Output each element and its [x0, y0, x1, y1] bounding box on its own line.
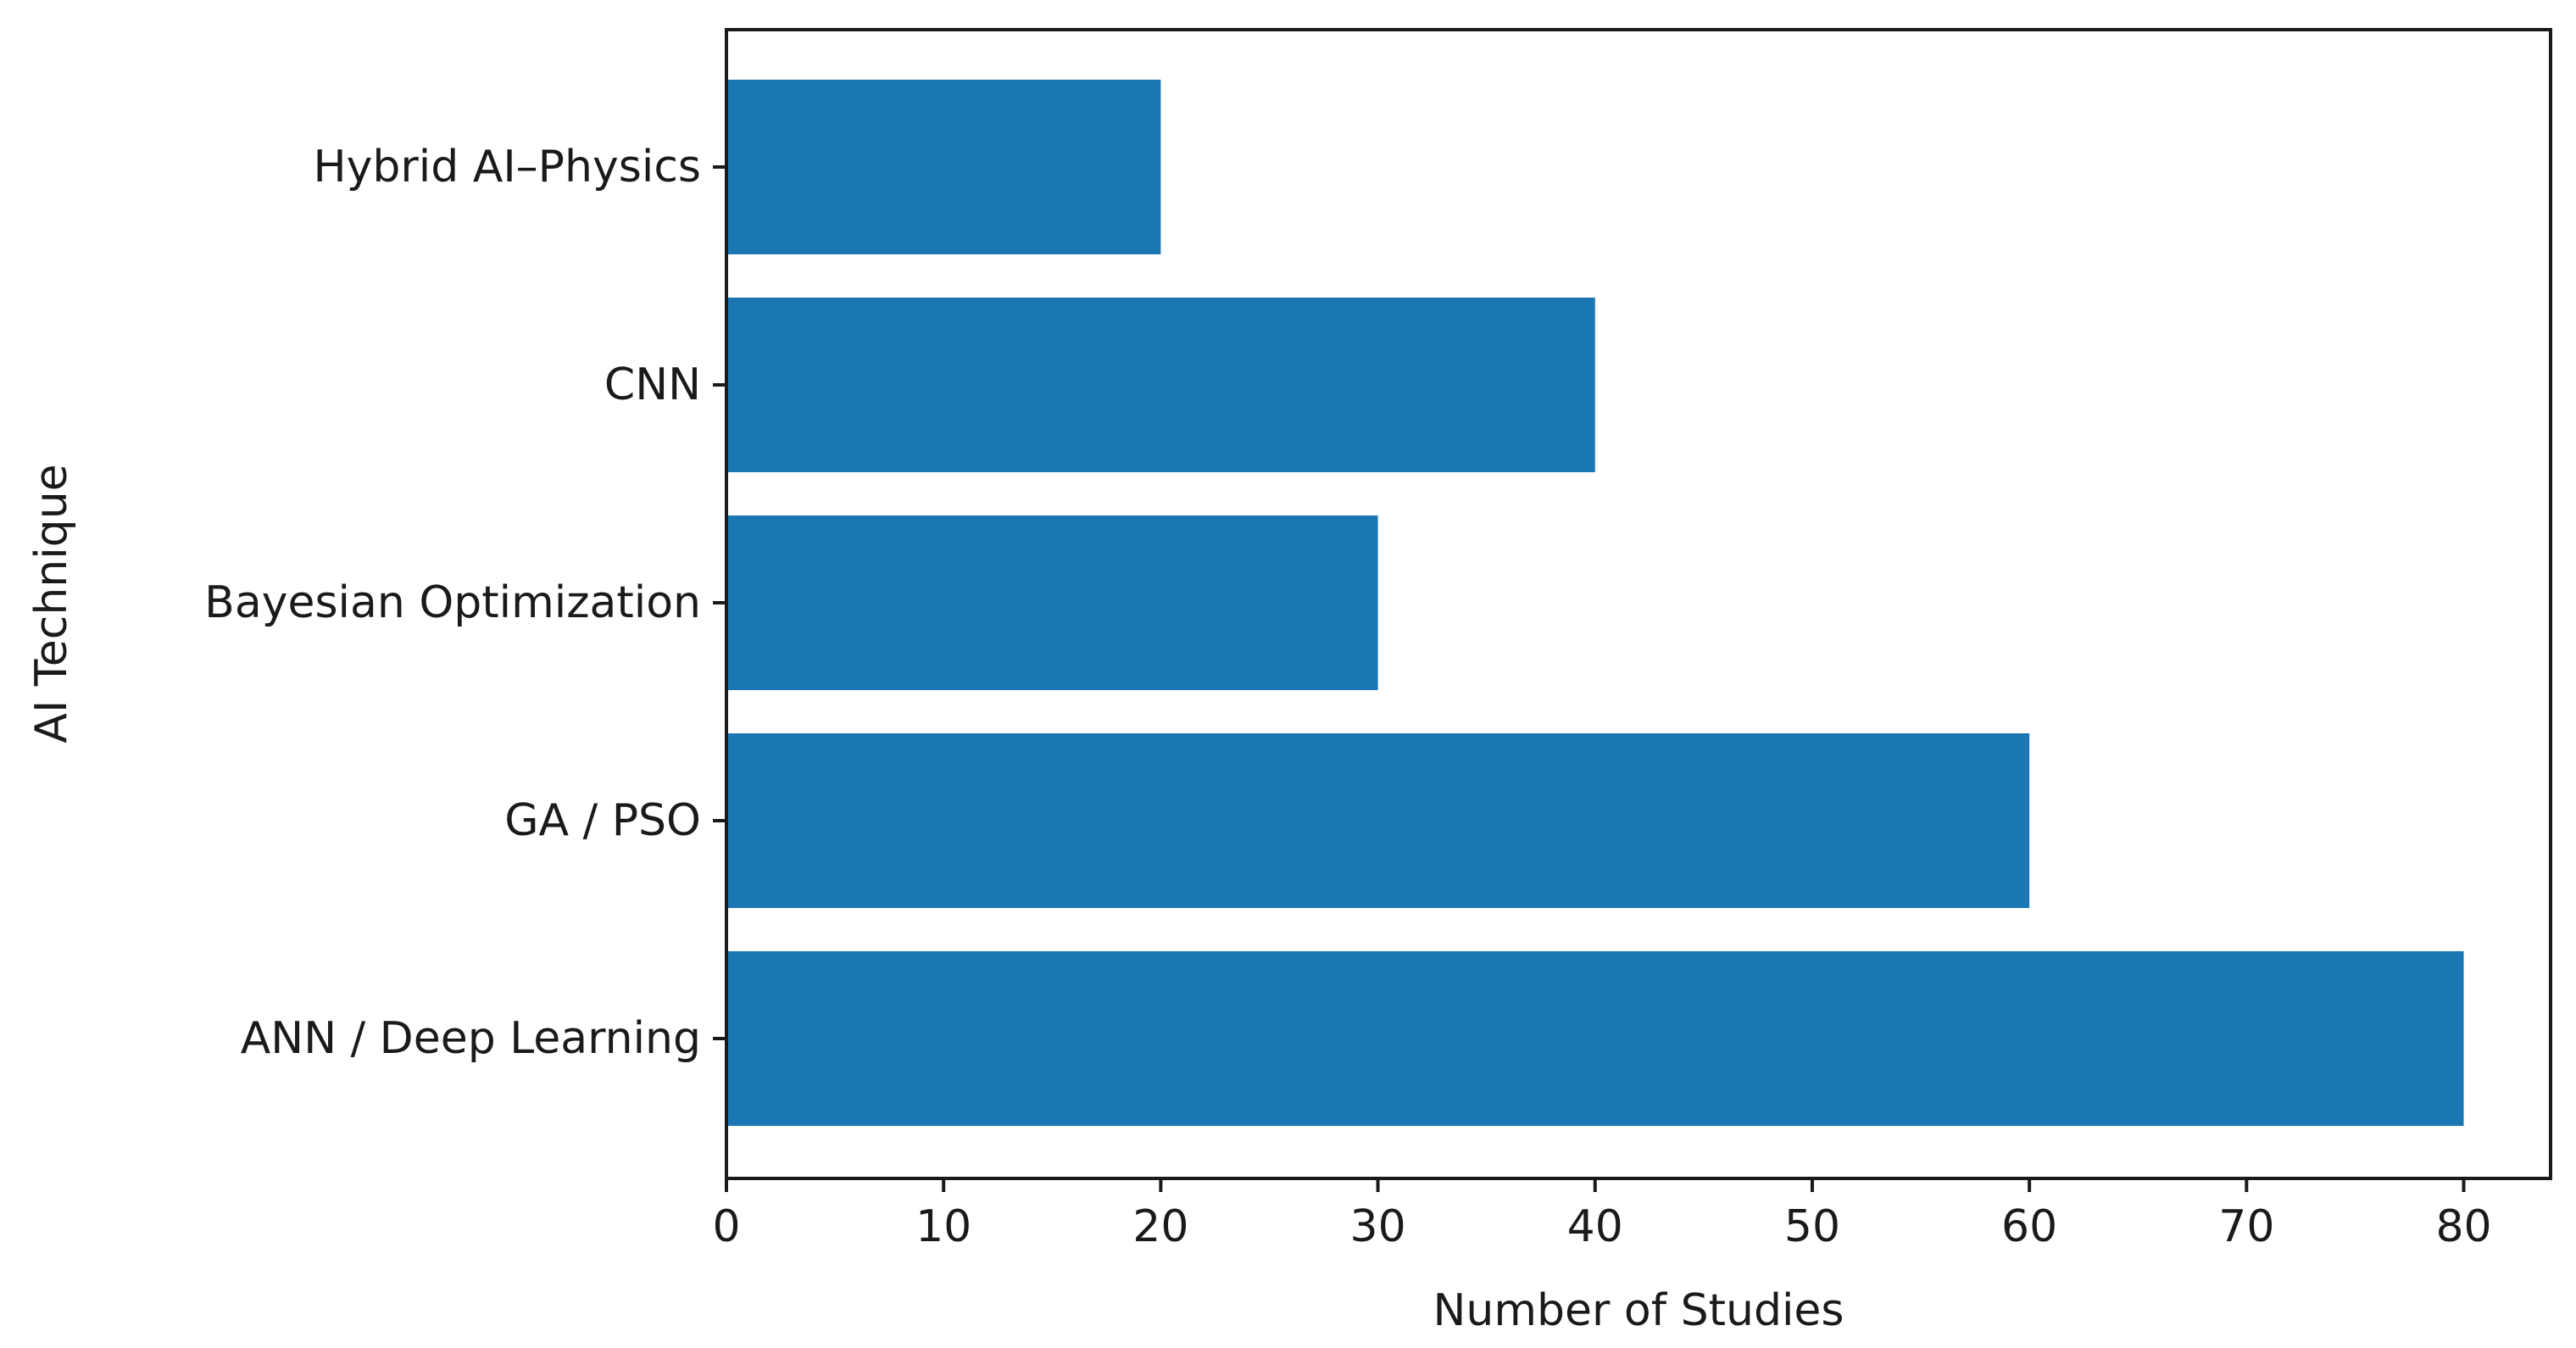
bar-ann-deep-learning — [726, 951, 2464, 1126]
y-tick-label: ANN / Deep Learning — [241, 1013, 701, 1064]
bar-cnn — [726, 298, 1595, 472]
bar-bayesian-optimization — [726, 515, 1378, 690]
y-axis-label: AI Technique — [26, 464, 77, 743]
bars-group — [726, 80, 2464, 1126]
x-tick-label: 0 — [712, 1201, 740, 1252]
x-tick-label: 40 — [1567, 1201, 1623, 1252]
y-tick-label: Bayesian Optimization — [204, 577, 701, 628]
y-tick-label: CNN — [604, 359, 701, 410]
bar-hybrid-ai-physics — [726, 80, 1161, 254]
x-axis-label: Number of Studies — [1433, 1285, 1844, 1336]
x-axis-ticks: 0 10 20 30 40 50 60 70 80 — [712, 1178, 2492, 1252]
x-tick-label: 20 — [1132, 1201, 1188, 1252]
x-tick-label: 70 — [2218, 1201, 2274, 1252]
x-tick-label: 10 — [915, 1201, 971, 1252]
plot-frame — [725, 28, 2552, 1180]
y-tick-label: Hybrid AI–Physics — [314, 142, 701, 192]
x-tick-label: 60 — [2001, 1201, 2057, 1252]
x-tick-label: 80 — [2435, 1201, 2491, 1252]
y-tick-label: GA / PSO — [504, 795, 701, 846]
y-axis-ticks: ANN / Deep Learning GA / PSO Bayesian Opti… — [204, 142, 726, 1064]
x-tick-label: 50 — [1784, 1201, 1840, 1252]
x-tick-label: 30 — [1349, 1201, 1405, 1252]
bar-ga-pso — [726, 733, 2030, 908]
